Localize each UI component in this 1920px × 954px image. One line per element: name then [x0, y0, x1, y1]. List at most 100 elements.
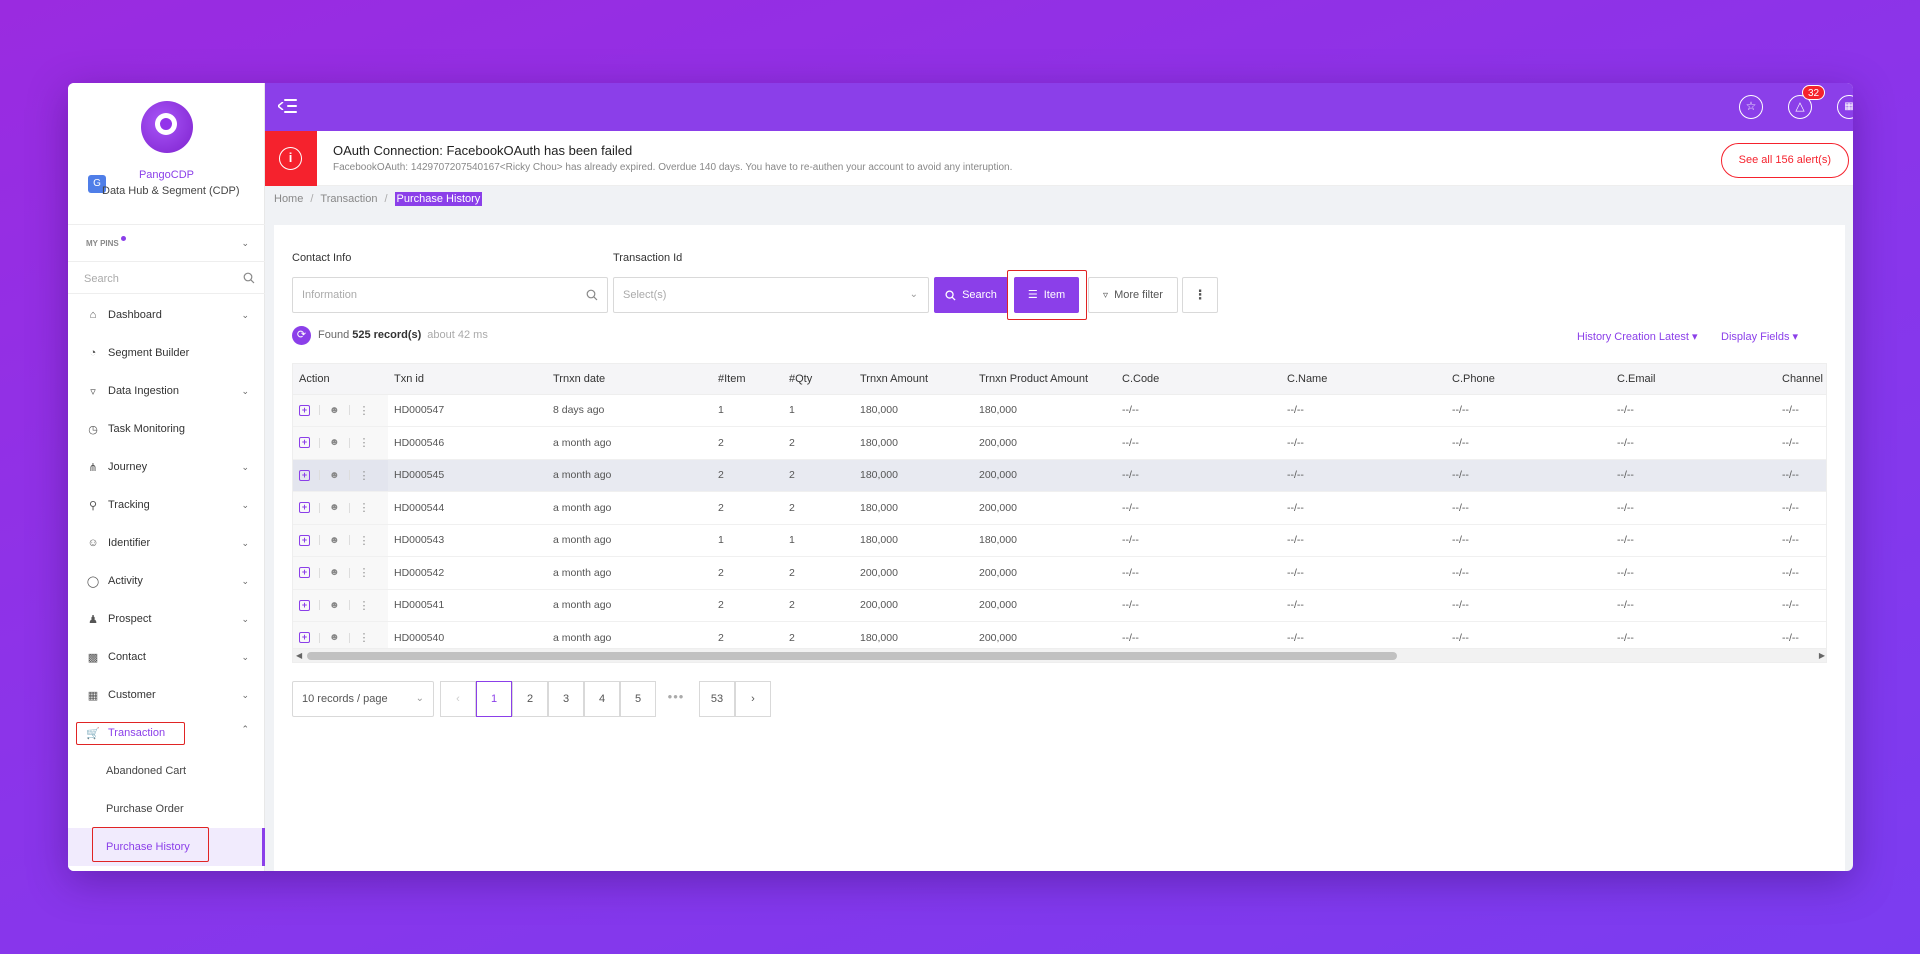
sidebar-item-activity[interactable]: ◯ Activity ⌄ [68, 562, 265, 600]
next-page-button[interactable]: › [735, 681, 771, 717]
column-header[interactable]: Txn id [388, 364, 547, 395]
table-cell[interactable]: HD000546 [388, 426, 547, 460]
sidebar-item-contact[interactable]: ▩ Contact ⌄ [68, 638, 265, 676]
pango-logo-icon[interactable] [141, 101, 193, 153]
scroll-right-icon[interactable]: ▶ [1818, 651, 1825, 660]
people-icon[interactable]: ☻ [329, 599, 340, 611]
page-2-button[interactable]: 2 [512, 681, 548, 717]
table-row[interactable]: + ☻ ⋮ HD000541 a month ago 2 2 200,000 200,000 --… [293, 589, 1826, 622]
scrollbar-thumb[interactable] [307, 652, 1397, 660]
vertical-dots-icon[interactable]: ⋮ [358, 567, 370, 580]
sidebar-item-task-monitoring[interactable]: ◷ Task Monitoring [68, 410, 265, 448]
sort-dropdown[interactable]: History Creation Latest ▾ [1577, 330, 1697, 343]
column-header[interactable]: #Item [712, 364, 783, 395]
prev-page-button[interactable]: ‹ [440, 681, 476, 717]
expand-plus-icon[interactable]: + [299, 404, 310, 416]
table-cell[interactable]: HD000545 [388, 459, 547, 492]
column-header[interactable]: Channel [1776, 364, 1826, 395]
vertical-dots-icon[interactable]: ⋮ [358, 632, 370, 645]
breadcrumb-transaction[interactable]: Transaction [320, 193, 378, 205]
sidebar-item-customer[interactable]: ▦ Customer ⌄ [68, 676, 265, 714]
column-header[interactable]: Action [293, 364, 388, 395]
scroll-left-icon[interactable]: ◀ [296, 651, 303, 660]
sidebar-item-journey[interactable]: ⋔ Journey ⌄ [68, 448, 265, 486]
expand-plus-icon[interactable]: + [299, 502, 310, 514]
expand-plus-icon[interactable]: + [299, 632, 310, 644]
people-icon[interactable]: ☻ [329, 502, 340, 514]
table-cell[interactable]: HD000541 [388, 589, 547, 622]
vertical-dots-icon[interactable]: ⋮ [358, 437, 370, 450]
column-header[interactable]: Trnxn Product Amount [973, 364, 1116, 395]
search-button[interactable]: Search [934, 277, 1008, 313]
more-options-button[interactable]: ⋮ [1182, 277, 1218, 313]
page-3-button[interactable]: 3 [548, 681, 584, 717]
sidebar-subitem-abandoned-cart[interactable]: Abandoned Cart [68, 752, 265, 790]
page-last-button[interactable]: 53 [699, 681, 735, 717]
table-row[interactable]: + ☻ ⋮ HD000544 a month ago 2 2 180,000 200,000 --… [293, 491, 1826, 525]
table-cell[interactable]: HD000544 [388, 491, 547, 525]
vertical-dots-icon[interactable]: ⋮ [358, 469, 370, 482]
column-header[interactable]: C.Code [1116, 364, 1281, 395]
sidebar-search-input[interactable] [84, 270, 234, 288]
vertical-dots-icon[interactable]: ⋮ [358, 404, 370, 417]
expand-plus-icon[interactable]: + [299, 599, 310, 611]
menu-collapse-icon[interactable] [278, 97, 298, 115]
sidebar-item-dashboard[interactable]: ⌂ Dashboard ⌄ [68, 296, 265, 334]
bell-icon[interactable]: △ [1788, 95, 1812, 119]
translate-icon[interactable]: G [88, 175, 106, 193]
people-icon[interactable]: ☻ [329, 632, 340, 644]
column-header[interactable]: #Qty [783, 364, 854, 395]
vertical-dots-icon[interactable]: ⋮ [358, 599, 370, 612]
breadcrumb-home[interactable]: Home [274, 193, 304, 205]
column-header[interactable]: C.Phone [1446, 364, 1611, 395]
my-pins[interactable]: MY PINS ⌄ [68, 224, 265, 262]
expand-plus-icon[interactable]: + [299, 534, 310, 546]
column-header[interactable]: C.Email [1611, 364, 1776, 395]
sidebar-item-data-ingestion[interactable]: ▿ Data Ingestion ⌄ [68, 372, 265, 410]
column-header[interactable]: Trnxn date [547, 364, 712, 395]
table-cell[interactable]: HD000543 [388, 524, 547, 557]
table-row[interactable]: + ☻ ⋮ HD000547 8 days ago 1 1 180,000 180,000 --/… [293, 394, 1826, 427]
column-header[interactable]: Trnxn Amount [854, 364, 973, 395]
page-1-button[interactable]: 1 [476, 681, 512, 717]
table-cell[interactable]: HD000542 [388, 556, 547, 590]
expand-plus-icon[interactable]: + [299, 437, 310, 449]
see-all-alerts-button[interactable]: See all 156 alert(s) [1720, 143, 1849, 178]
horizontal-scrollbar[interactable]: ◀ ▶ [293, 648, 1826, 662]
page-size-select[interactable]: 10 records / page ⌄ [292, 681, 434, 717]
contact-info-input[interactable]: Information [292, 277, 608, 313]
search-icon[interactable] [243, 272, 255, 284]
table-row[interactable]: + ☻ ⋮ HD000542 a month ago 2 2 200,000 200,000 --… [293, 556, 1826, 590]
people-icon[interactable]: ☻ [329, 469, 340, 481]
pagination-ellipsis[interactable]: ••• [667, 689, 685, 704]
sidebar-item-tracking[interactable]: ⚲ Tracking ⌄ [68, 486, 265, 524]
people-icon[interactable]: ☻ [329, 404, 340, 416]
expand-plus-icon[interactable]: + [299, 567, 310, 579]
table-row[interactable]: + ☻ ⋮ HD000543 a month ago 1 1 180,000 180,000 --… [293, 524, 1826, 557]
column-header[interactable]: C.Name [1281, 364, 1446, 395]
sidebar-item-segment-builder[interactable]: ◔ Segment Builder [68, 334, 265, 372]
refresh-icon[interactable]: ⟳ [292, 325, 311, 345]
display-fields-dropdown[interactable]: Display Fields ▾ [1721, 330, 1798, 343]
table-cell[interactable]: HD000547 [388, 394, 547, 427]
apps-grid-icon[interactable]: ▦ [1837, 95, 1853, 119]
expand-plus-icon[interactable]: + [299, 469, 310, 481]
page-5-button[interactable]: 5 [620, 681, 656, 717]
favorite-star-icon[interactable]: ☆ [1739, 95, 1763, 119]
vertical-dots-icon[interactable]: ⋮ [358, 534, 370, 547]
people-icon[interactable]: ☻ [329, 534, 340, 546]
more-filter-button[interactable]: ▿ More filter [1088, 277, 1178, 313]
table-row[interactable]: + ☻ ⋮ HD000546 a month ago 2 2 180,000 200,000 --… [293, 426, 1826, 460]
sidebar-item-prospect[interactable]: ♟ Prospect ⌄ [68, 600, 265, 638]
page-4-button[interactable]: 4 [584, 681, 620, 717]
sidebar-item-identifier[interactable]: ☺ Identifier ⌄ [68, 524, 265, 562]
item-button[interactable]: ☰ Item [1014, 277, 1079, 313]
sidebar-subitem-purchase-order[interactable]: Purchase Order [68, 790, 265, 828]
sidebar-subitem-purchase-history[interactable]: Purchase History [68, 827, 265, 866]
sidebar-item-transaction[interactable]: 🛒 Transaction ⌃ [68, 714, 265, 752]
vertical-dots-icon[interactable]: ⋮ [358, 502, 370, 515]
people-icon[interactable]: ☻ [329, 437, 340, 449]
chevron-down-icon[interactable]: ⌄ [241, 238, 249, 248]
transaction-id-select[interactable]: Select(s) ⌄ [613, 277, 929, 313]
people-icon[interactable]: ☻ [329, 567, 340, 579]
